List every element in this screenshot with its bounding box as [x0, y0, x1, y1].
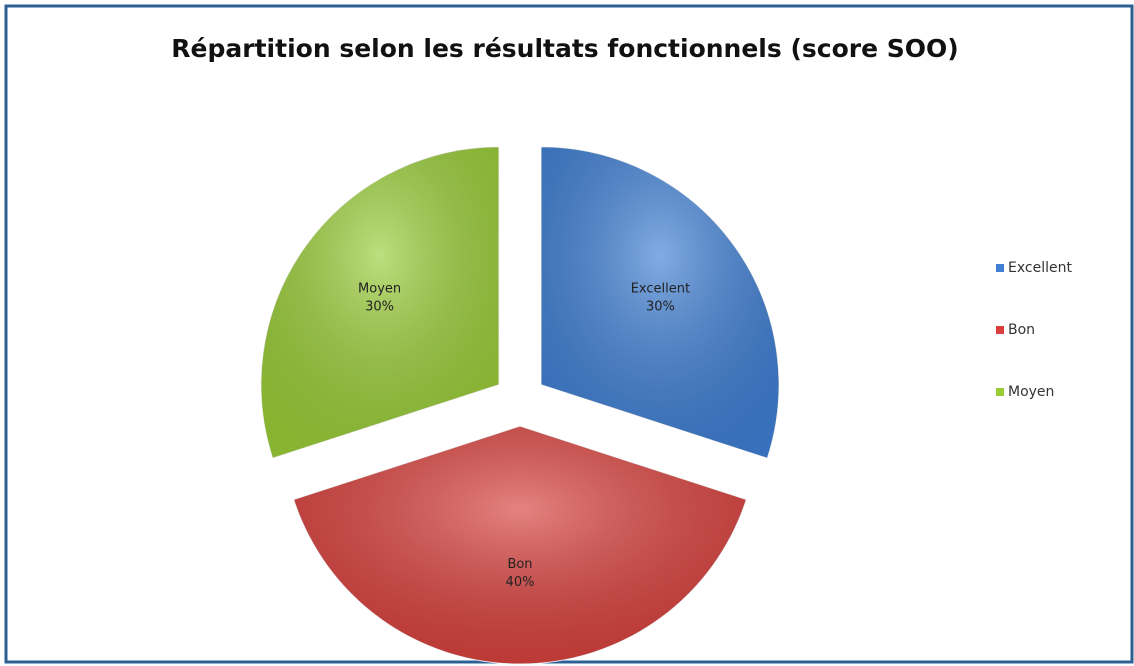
data-label-name: Excellent	[631, 281, 690, 296]
data-label-value: 30%	[646, 299, 675, 314]
legend-swatch	[996, 264, 1004, 272]
chart-title: Répartition selon les résultats fonction…	[171, 34, 958, 63]
data-label-name: Bon	[507, 557, 532, 572]
legend-label: Bon	[1008, 322, 1035, 338]
slice-shade	[293, 426, 747, 664]
data-label-value: 30%	[365, 299, 394, 314]
slice-shade	[541, 146, 780, 459]
legend-label: Excellent	[1008, 260, 1072, 276]
slice-shade	[260, 146, 499, 459]
legend-label: Moyen	[1008, 384, 1054, 400]
legend-swatch	[996, 388, 1004, 396]
data-label-value: 40%	[506, 575, 535, 590]
pie: Excellent 30% Bon 40% Moyen 30%	[260, 146, 780, 665]
legend-swatch	[996, 326, 1004, 334]
data-label-name: Moyen	[358, 281, 401, 296]
legend: Excellent Bon Moyen	[996, 260, 1072, 400]
